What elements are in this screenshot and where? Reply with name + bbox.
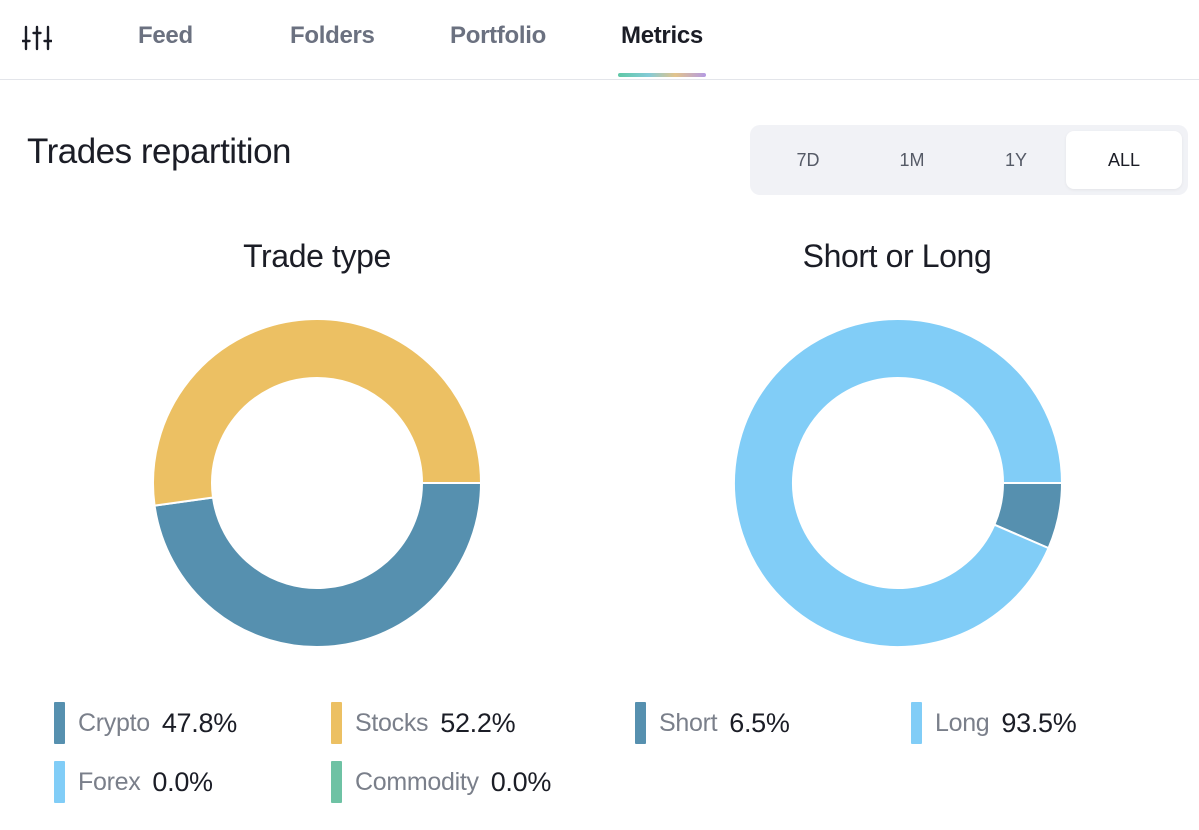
short-long-donut-chart bbox=[733, 318, 1064, 648]
legend-label: Short bbox=[659, 708, 718, 737]
legend-label: Crypto bbox=[78, 708, 150, 737]
trade-type-donut-chart bbox=[152, 318, 483, 648]
active-tab-indicator bbox=[618, 73, 706, 77]
legend-item-short: Short 6.5% bbox=[635, 702, 790, 744]
legend-label: Commodity bbox=[355, 767, 479, 796]
top-nav: Feed Folders Portfolio Metrics bbox=[0, 0, 1199, 80]
chart-title-short-or-long: Short or Long bbox=[802, 238, 992, 274]
tab-metrics[interactable]: Metrics bbox=[621, 22, 703, 49]
range-option-1y[interactable]: 1Y bbox=[1004, 150, 1028, 170]
legend-item-forex: Forex 0.0% bbox=[54, 761, 213, 803]
section-title: Trades repartition bbox=[27, 132, 292, 171]
legend-swatch-short bbox=[635, 702, 646, 744]
legend-swatch-commodity bbox=[331, 761, 342, 803]
legend-item-long: Long 93.5% bbox=[911, 702, 1077, 744]
legend-swatch-forex bbox=[54, 761, 65, 803]
range-option-7d[interactable]: 7D bbox=[796, 150, 820, 170]
legend-value: 6.5% bbox=[729, 707, 790, 738]
legend-swatch-crypto bbox=[54, 702, 65, 744]
tab-folders[interactable]: Folders bbox=[290, 22, 375, 49]
tab-portfolio[interactable]: Portfolio bbox=[450, 22, 546, 49]
range-option-all[interactable]: ALL bbox=[1066, 131, 1182, 189]
chart-title-trade-type: Trade type bbox=[243, 238, 391, 274]
legend-item-stocks: Stocks 52.2% bbox=[331, 702, 516, 744]
donut-slice-stocks[interactable] bbox=[152, 318, 483, 507]
legend-swatch-stocks bbox=[331, 702, 342, 744]
legend-item-crypto: Crypto 47.8% bbox=[54, 702, 237, 744]
donut-slice-long[interactable] bbox=[733, 318, 1064, 648]
legend-value: 93.5% bbox=[1001, 707, 1077, 738]
range-option-1m[interactable]: 1M bbox=[899, 150, 925, 170]
legend-value: 0.0% bbox=[490, 766, 552, 797]
tab-feed[interactable]: Feed bbox=[138, 22, 193, 49]
legend-value: 0.0% bbox=[152, 766, 213, 797]
legend-label: Long bbox=[935, 708, 990, 737]
legend-swatch-long bbox=[911, 702, 922, 744]
filter-sliders-icon[interactable] bbox=[21, 24, 53, 52]
legend-value: 52.2% bbox=[440, 707, 516, 738]
legend-value: 47.8% bbox=[161, 707, 237, 738]
legend-label: Forex bbox=[78, 767, 141, 796]
donut-slice-crypto[interactable] bbox=[153, 482, 483, 648]
legend-label: Stocks bbox=[355, 708, 429, 737]
time-range-selector: 7D 1M 1Y ALL bbox=[750, 125, 1188, 195]
legend-item-commodity: Commodity 0.0% bbox=[331, 761, 551, 803]
